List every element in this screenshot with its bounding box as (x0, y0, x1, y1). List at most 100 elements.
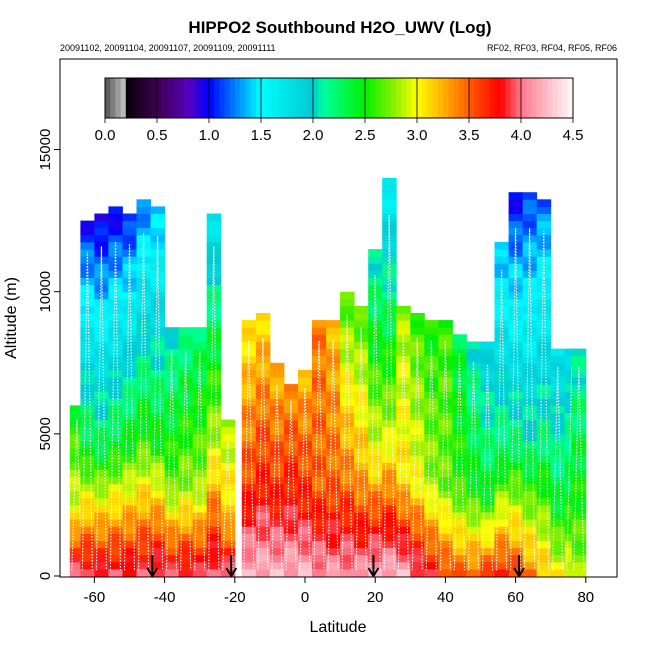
colorbar-segment (255, 78, 262, 118)
heatmap-cell (550, 384, 566, 392)
heatmap-cell (536, 497, 552, 506)
heatmap-cell (283, 384, 299, 392)
heatmap-cell (241, 462, 257, 470)
heatmap-cell (522, 448, 538, 456)
heatmap-cell (508, 405, 524, 413)
heatmap-cell (396, 547, 411, 556)
heatmap-cell (80, 497, 95, 506)
heatmap-cell (536, 462, 552, 470)
y-tick-label: 10000 (37, 271, 54, 313)
heatmap-cell (178, 369, 194, 378)
heatmap-cell (410, 483, 425, 492)
heatmap-cell (136, 433, 151, 442)
flight-track (573, 366, 585, 571)
heatmap-cell (340, 561, 355, 570)
heatmap-cell (178, 433, 194, 442)
heatmap-cell (410, 426, 425, 435)
heatmap-cell (255, 377, 271, 385)
heatmap-cell (206, 462, 222, 470)
heatmap-cell (536, 398, 552, 406)
colorbar-segment (354, 78, 361, 118)
heatmap-cell (508, 469, 524, 477)
colorbar-segment (219, 78, 226, 118)
latitude-arrow-head (513, 567, 525, 578)
heatmap-cell (382, 490, 397, 499)
heatmap-cell (536, 433, 552, 442)
heatmap-cell (480, 561, 495, 570)
heatmap-cell (206, 519, 222, 527)
heatmap-cell (522, 561, 538, 570)
heatmap-cell (122, 433, 137, 442)
heatmap-cell (522, 483, 538, 492)
heatmap-cell (312, 462, 327, 470)
heatmap-cell (80, 234, 95, 243)
heatmap-cell (312, 377, 327, 385)
heatmap-cell (122, 519, 137, 527)
heatmap-cell (424, 490, 439, 499)
heatmap-cell (452, 533, 467, 541)
heatmap-cell (178, 568, 194, 577)
heatmap-cell (424, 384, 439, 392)
heatmap-cell (312, 398, 327, 406)
heatmap-cell (164, 476, 180, 485)
heatmap-cell (494, 320, 509, 328)
heatmap-cell (108, 412, 123, 421)
heatmap-cell (536, 405, 552, 413)
colorbar-segment (505, 78, 512, 118)
heatmap-cell (550, 547, 566, 556)
heatmap-cell (571, 497, 587, 506)
heatmap-cell (536, 540, 552, 549)
heatmap-cell (424, 533, 439, 541)
heatmap-cell (382, 441, 397, 449)
colorbar-segment (349, 78, 356, 118)
heatmap-cell (150, 284, 166, 293)
heatmap-cell (326, 561, 341, 570)
heatmap-cell (480, 469, 495, 477)
heatmap-cell (340, 348, 355, 357)
heatmap-cell (94, 362, 109, 371)
heatmap-cell (382, 178, 397, 186)
heatmap-cell (508, 568, 524, 577)
colorbar-segment (448, 78, 454, 118)
heatmap-cell (424, 476, 439, 485)
heatmap-cell (94, 241, 109, 250)
heatmap-cell (522, 455, 538, 463)
heatmap-cell (410, 533, 425, 541)
heatmap-cell (192, 348, 208, 357)
heatmap-cell (480, 526, 495, 534)
heatmap-cell (452, 547, 467, 556)
heatmap-cell (550, 426, 566, 435)
heatmap-cell (522, 512, 538, 520)
heatmap-cell (494, 263, 509, 271)
heatmap-cell (466, 441, 481, 449)
heatmap-cell (192, 377, 208, 385)
heatmap-cell (536, 448, 552, 456)
heatmap-cell (466, 512, 481, 520)
heatmap-cell (466, 519, 481, 527)
heatmap-cell (368, 256, 383, 264)
heatmap-cell (150, 561, 166, 570)
heatmap-cell (508, 490, 524, 499)
heatmap-cell (94, 227, 109, 236)
heatmap-cell (424, 554, 439, 563)
heatmap-cell (150, 540, 166, 549)
heatmap-cell (508, 433, 524, 442)
heatmap-cell (508, 284, 524, 293)
heatmap-cell (368, 526, 383, 534)
heatmap-cell (550, 504, 566, 513)
heatmap-cell (164, 327, 180, 335)
heatmap-cell (255, 504, 271, 513)
heatmap-cell (466, 462, 481, 470)
heatmap-cell (298, 441, 313, 449)
heatmap-cell (312, 547, 327, 556)
heatmap-cell (136, 341, 151, 350)
flight-track (495, 269, 508, 571)
colorbar-segment (151, 78, 158, 118)
heatmap-cell (508, 519, 524, 527)
heatmap-cell (80, 462, 95, 470)
heatmap-cell (522, 391, 538, 399)
heatmap-cell (424, 398, 439, 406)
flight-track (257, 337, 269, 571)
heatmap-cell (206, 526, 222, 534)
heatmap-cell (571, 348, 587, 357)
